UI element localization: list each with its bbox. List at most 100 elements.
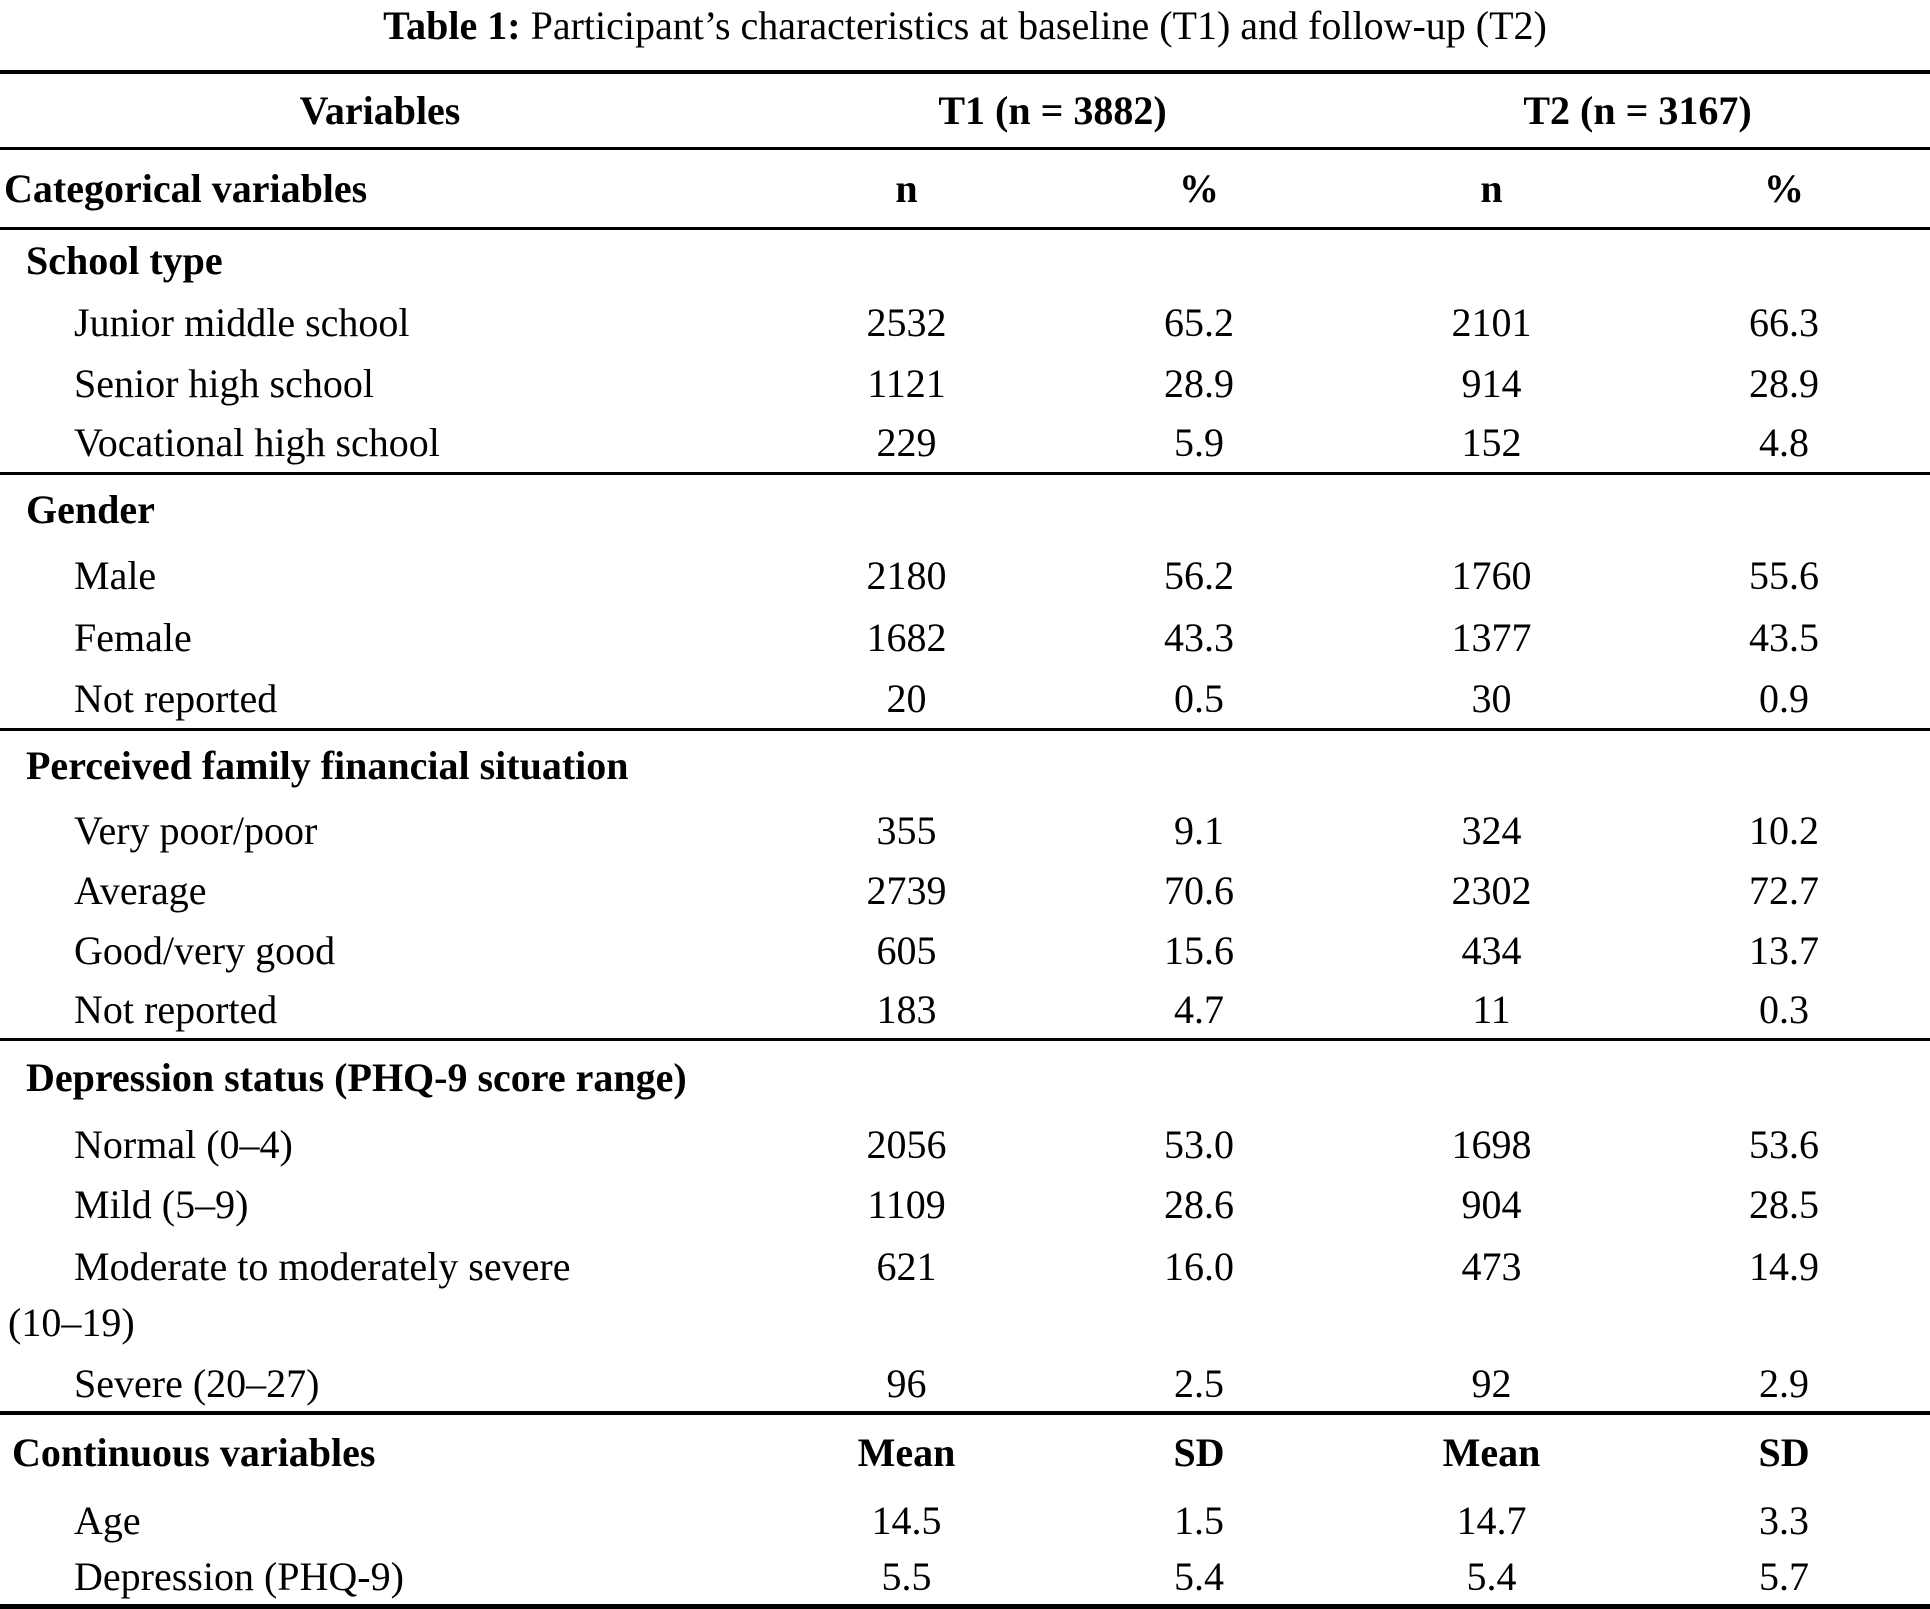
row-label: Normal (0–4) (74, 1122, 293, 1167)
continuous-variables-label: Continuous variables (12, 1430, 376, 1475)
cell-value: 5.4 (1174, 1554, 1224, 1599)
cell-value: 1377 (1451, 615, 1532, 660)
table-row: Very poor/poor 355 9.1 324 10.2 (0, 801, 1930, 861)
cell-value: 92 (1345, 1357, 1639, 1415)
row-label: Senior high school (74, 360, 374, 406)
row-label: Female (74, 615, 192, 660)
section-header-label: Gender (26, 487, 155, 532)
cell-value: 53.0 (1164, 1122, 1234, 1167)
cell-value: 1760 (1451, 553, 1532, 598)
cell-value: 43.5 (1749, 615, 1820, 660)
cell-value: 2.9 (1638, 1357, 1930, 1415)
row-label: Junior middle school (74, 299, 410, 345)
cell-value: 434 (1461, 928, 1522, 973)
cell-value: 1109 (867, 1182, 946, 1227)
cell-value: 53.6 (1749, 1122, 1820, 1167)
table-row: Severe (20–27) 96 2.5 92 2.9 (0, 1357, 1930, 1415)
cell-value: 0.9 (1638, 669, 1930, 731)
row-label: Mild (5–9) (74, 1182, 249, 1227)
cell-value: 0.5 (1053, 669, 1346, 731)
table-row: Age 14.5 1.5 14.7 3.3 (0, 1491, 1930, 1550)
table-row: Normal (0–4) 2056 53.0 1698 53.6 (0, 1115, 1930, 1175)
cell-value: 1698 (1451, 1122, 1532, 1167)
column-header-t2: T2 (n = 3167) (1345, 72, 1930, 150)
cell-value: 5.9 (1053, 414, 1346, 475)
table-row: Not reported 20 0.5 30 0.9 (0, 669, 1930, 731)
table-row: Not reported 183 4.7 11 0.3 (0, 981, 1930, 1041)
section-header-label: Depression status (PHQ-9 score range) (26, 1055, 687, 1100)
cell-value: 914 (1461, 360, 1522, 406)
cell-value: 43.3 (1164, 615, 1234, 660)
row-label: Vocational high school (0, 414, 760, 475)
table-row: Moderate to moderately severe (10–19) 62… (0, 1235, 1930, 1357)
cell-value: 56.2 (1164, 553, 1234, 598)
section-header-depression-status: Depression status (PHQ-9 score range) (0, 1040, 1930, 1116)
cell-value: 28.9 (1749, 360, 1820, 406)
section-header-school-type: School type (0, 229, 1930, 293)
section-header-label: School type (26, 238, 223, 283)
table-row: Mild (5–9) 1109 28.6 904 28.5 (0, 1175, 1930, 1235)
cell-value: 28.6 (1164, 1182, 1234, 1227)
cell-value: 28.5 (1749, 1182, 1820, 1227)
row-label: Average (74, 868, 207, 913)
col-header-pct-t2: % (1638, 148, 1930, 230)
table-row: Female 1682 43.3 1377 43.5 (0, 607, 1930, 669)
cell-value: 1121 (867, 360, 946, 406)
cell-value: 55.6 (1749, 553, 1820, 598)
cell-value: 14.9 (1749, 1244, 1820, 1289)
cell-value: 324 (1461, 808, 1522, 853)
row-label: Severe (20–27) (0, 1357, 760, 1415)
table-row: Male 2180 56.2 1760 55.6 (0, 545, 1930, 607)
cell-value: 2532 (866, 299, 947, 345)
col-header-pct-t1: % (1053, 148, 1346, 230)
col-header-mean-t2: Mean (1442, 1430, 1541, 1475)
table-row: Senior high school 1121 28.9 914 28.9 (0, 353, 1930, 414)
table-row: Average 2739 70.6 2302 72.7 (0, 861, 1930, 921)
participants-characteristics-table: Variables T1 (n = 3882) T2 (n = 3167) Ca… (0, 70, 1930, 1609)
row-label: Depression (PHQ-9) (74, 1554, 404, 1599)
row-label-line2: (10–19) (8, 1300, 135, 1345)
cell-value: 621 (876, 1244, 937, 1289)
section-header-financial-situation: Perceived family financial situation (0, 730, 1930, 802)
column-header-t1: T1 (n = 3882) (760, 72, 1346, 150)
table-caption: Table 1: Participant’s characteristics a… (0, 0, 1930, 70)
cell-value: 355 (876, 808, 937, 853)
section-header-label: Perceived family financial situation (26, 743, 629, 788)
table-caption-text: Participant’s characteristics at baselin… (530, 3, 1547, 48)
cell-value: 605 (876, 928, 937, 973)
table-row: Good/very good 605 15.6 434 13.7 (0, 921, 1930, 981)
cell-value: 2302 (1451, 868, 1532, 913)
cell-value: 904 (1461, 1182, 1522, 1227)
cell-value: 4.7 (1053, 981, 1346, 1041)
continuous-header-row: Continuous variables Mean SD Mean SD (0, 1413, 1930, 1491)
cell-value: 5.5 (881, 1554, 932, 1599)
cell-value: 15.6 (1164, 928, 1234, 973)
cell-value: 2.5 (1053, 1357, 1346, 1415)
cell-value: 9.1 (1174, 808, 1224, 853)
cell-value: 30 (1345, 669, 1639, 731)
cell-value: 20 (760, 669, 1053, 731)
cell-value: 183 (760, 981, 1053, 1041)
col-header-n-t1: n (760, 148, 1053, 230)
column-header-variables: Variables (0, 72, 760, 150)
cell-value: 5.4 (1466, 1554, 1517, 1599)
col-header-mean-t1: Mean (857, 1430, 956, 1475)
cell-value: 0.3 (1638, 981, 1930, 1041)
cell-value: 72.7 (1749, 868, 1820, 913)
row-label: Very poor/poor (74, 808, 318, 853)
row-label: Age (74, 1497, 141, 1543)
cell-value: 4.8 (1638, 414, 1930, 475)
cell-value: 66.3 (1749, 299, 1820, 345)
table-row: Vocational high school 229 5.9 152 4.8 (0, 414, 1930, 475)
cell-value: 2101 (1451, 299, 1532, 345)
row-label: Not reported (0, 981, 760, 1041)
cell-value: 1682 (866, 615, 947, 660)
cell-value: 2180 (866, 553, 947, 598)
cell-value: 28.9 (1164, 360, 1234, 406)
col-header-n-t2: n (1345, 148, 1639, 230)
cell-value: 96 (760, 1357, 1053, 1415)
cell-value: 1.5 (1174, 1497, 1224, 1543)
cell-value: 14.7 (1456, 1497, 1527, 1543)
row-label: Good/very good (74, 928, 336, 973)
